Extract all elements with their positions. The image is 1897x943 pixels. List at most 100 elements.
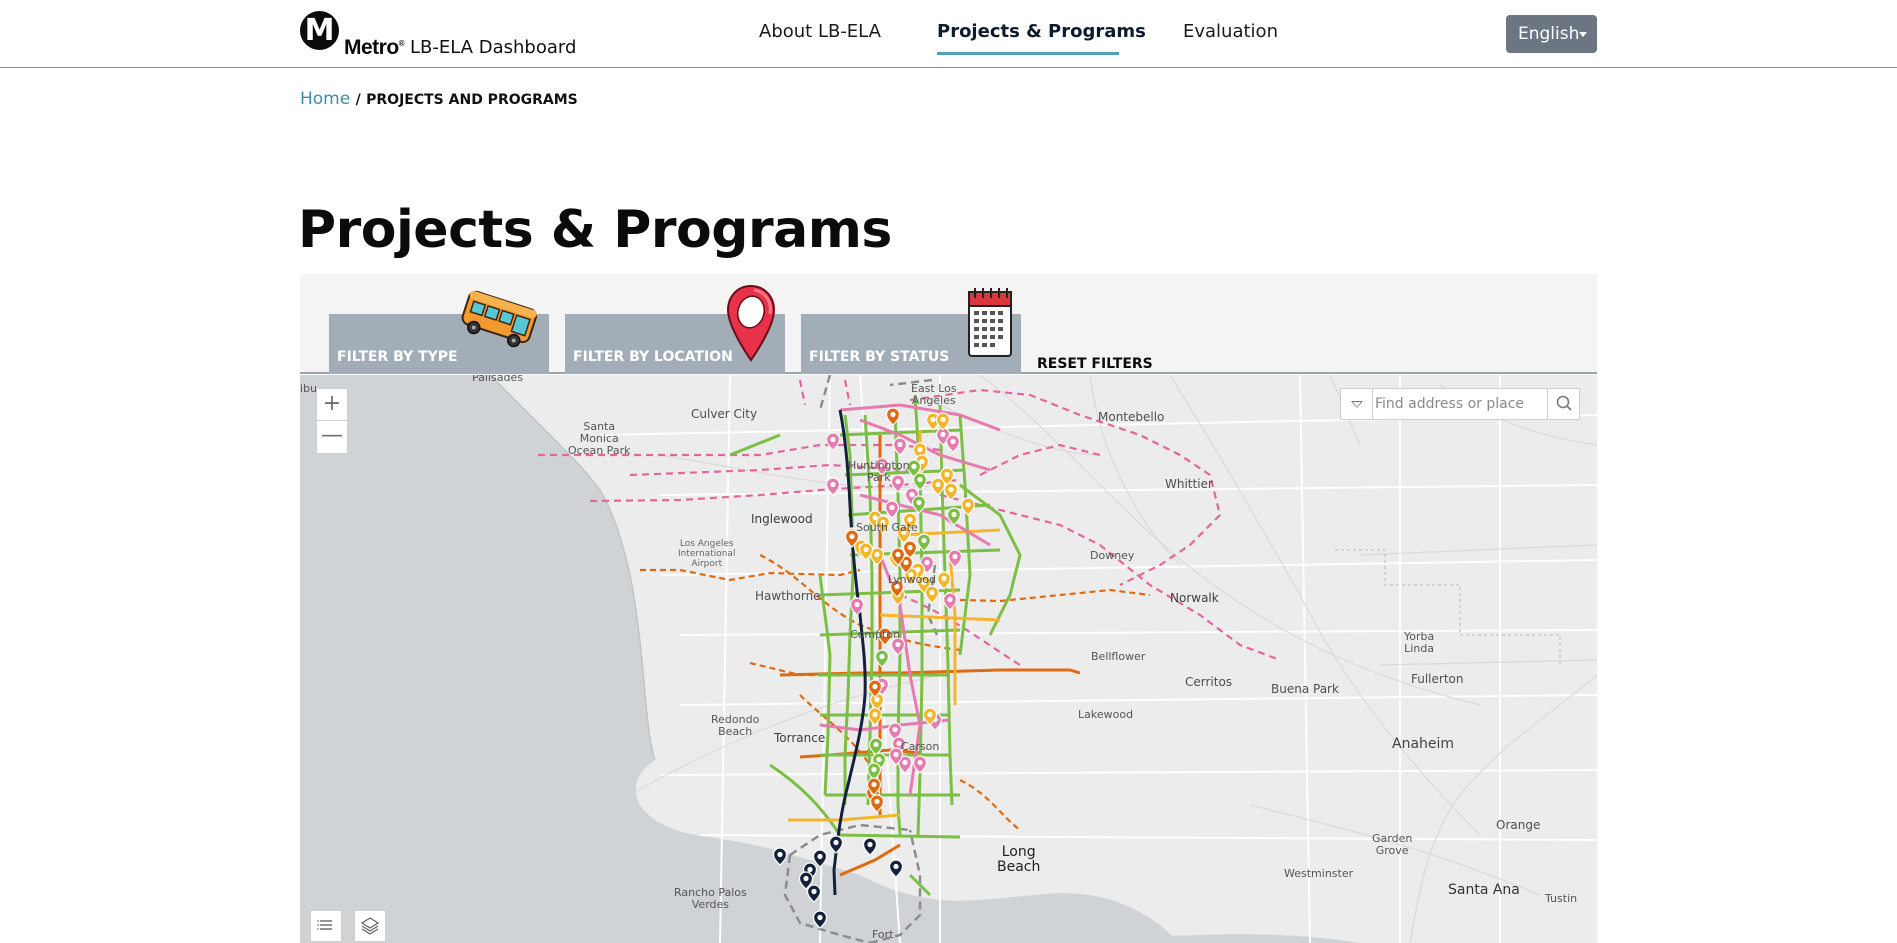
map-pin-icon bbox=[726, 284, 776, 362]
filter-by-status-tab[interactable]: FILTER BY STATUS bbox=[801, 288, 1021, 374]
breadcrumb-current: PROJECTS AND PROGRAMS bbox=[366, 92, 578, 108]
place-label: Santa Monica Ocean Park bbox=[568, 420, 631, 458]
project-marker-dot bbox=[817, 914, 823, 921]
nav-evaluation[interactable]: Evaluation bbox=[1183, 21, 1278, 42]
brand-word[interactable]: Metro® bbox=[344, 36, 405, 60]
project-marker-dot bbox=[940, 416, 946, 423]
nav-about[interactable]: About LB-ELA bbox=[759, 21, 881, 42]
breadcrumb-home-link[interactable]: Home bbox=[300, 89, 351, 109]
project-marker-dot bbox=[921, 579, 927, 586]
project-marker-dot bbox=[807, 866, 813, 873]
project-markers[interactable] bbox=[772, 407, 976, 929]
map-basemap[interactable] bbox=[300, 375, 1597, 943]
place-label: Norwalk bbox=[1170, 591, 1219, 605]
place-label: Buena Park bbox=[1271, 682, 1339, 696]
search-source-dropdown[interactable] bbox=[1341, 389, 1373, 419]
layers-button[interactable] bbox=[354, 910, 386, 942]
project-marker-dot bbox=[894, 583, 900, 590]
project-marker-dot bbox=[892, 726, 898, 733]
project-marker-dot bbox=[854, 601, 860, 608]
project-marker-dot bbox=[873, 741, 879, 748]
place-label: Hawthorne bbox=[755, 589, 821, 603]
trademark-icon: ® bbox=[398, 39, 405, 48]
calendar-icon bbox=[968, 288, 1012, 357]
project-marker-dot bbox=[830, 436, 836, 443]
place-label: Carson bbox=[901, 740, 940, 753]
project-marker-dot bbox=[874, 696, 880, 703]
project-marker-dot bbox=[908, 571, 914, 578]
search-input[interactable] bbox=[1375, 391, 1543, 417]
project-marker-dot bbox=[927, 711, 933, 718]
project-marker-dot bbox=[890, 411, 896, 418]
language-label: English bbox=[1518, 24, 1580, 44]
zoom-in-button[interactable]: + bbox=[317, 389, 347, 421]
language-dropdown-button[interactable]: English bbox=[1506, 15, 1597, 53]
zoom-out-button[interactable]: — bbox=[321, 423, 343, 448]
place-label: Lakewood bbox=[1078, 708, 1134, 721]
brand-word-text: Metro bbox=[344, 36, 399, 59]
project-marker-dot bbox=[889, 504, 895, 511]
project-marker-dot bbox=[830, 481, 836, 488]
reset-filters-link[interactable]: RESET FILTERS bbox=[1037, 356, 1153, 372]
place-label: Tustin bbox=[1545, 892, 1578, 905]
project-marker-dot bbox=[950, 438, 956, 445]
place-label: Bellflower bbox=[1091, 650, 1146, 663]
project-marker-dot bbox=[882, 631, 888, 638]
place-label: Whittier bbox=[1165, 477, 1213, 491]
place-label: East Los Angeles bbox=[911, 382, 957, 408]
nav-projects-programs[interactable]: Projects & Programs bbox=[937, 21, 1146, 42]
filter-by-location-tab[interactable]: FILTER BY LOCATION bbox=[565, 284, 785, 374]
project-marker-dot bbox=[867, 841, 873, 848]
breadcrumb: Home / PROJECTS AND PROGRAMS bbox=[300, 89, 578, 109]
project-marker-dot bbox=[902, 759, 908, 766]
project-marker-dot bbox=[951, 511, 957, 518]
bus-icon bbox=[461, 290, 538, 348]
caret-down-icon bbox=[1579, 32, 1587, 37]
place-label: Santa Ana bbox=[1448, 882, 1520, 898]
project-marker-dot bbox=[803, 875, 809, 882]
place-label: Culver City bbox=[691, 407, 758, 421]
project-marker-dot bbox=[879, 653, 885, 660]
project-marker-dot bbox=[901, 529, 907, 536]
place-label: Yorba Linda bbox=[1404, 630, 1435, 656]
legend-button[interactable] bbox=[310, 910, 342, 942]
place-label: Torrance bbox=[774, 731, 826, 745]
project-marker-dot bbox=[944, 471, 950, 478]
place-label: Lynwood bbox=[888, 573, 937, 586]
project-marker-dot bbox=[833, 839, 839, 846]
project-marker-dot bbox=[917, 476, 923, 483]
project-marker-dot bbox=[879, 461, 885, 468]
project-marker-dot bbox=[909, 491, 915, 498]
project-marker-dot bbox=[921, 537, 927, 544]
metro-logo-icon[interactable]: M bbox=[300, 11, 339, 50]
search-button[interactable] bbox=[1547, 389, 1579, 419]
project-marker-dot bbox=[965, 501, 971, 508]
projects-map[interactable]: Palisades ibu Santa Monica Ocean Park Cu… bbox=[300, 375, 1597, 943]
place-label: Palisades bbox=[472, 375, 523, 384]
place-label: Huntington Park bbox=[848, 459, 910, 485]
filter-by-type-tab[interactable]: FILTER BY TYPE bbox=[329, 290, 549, 374]
filter-bar: FILTER BY TYPE FILTER BY LOCATION bbox=[300, 274, 1597, 374]
project-marker-dot bbox=[777, 851, 783, 858]
place-label: Long Beach bbox=[997, 844, 1041, 876]
project-marker-dot bbox=[893, 751, 899, 758]
place-label: Los Angeles International Airport bbox=[678, 539, 736, 569]
place-label: Garden Grove bbox=[1372, 832, 1413, 858]
project-marker-dot bbox=[916, 499, 922, 506]
project-marker-dot bbox=[907, 516, 913, 523]
project-marker-dot bbox=[874, 551, 880, 558]
place-label: Rancho Palos Verdes bbox=[674, 886, 747, 912]
project-marker-dot bbox=[948, 486, 954, 493]
brand-title[interactable]: LB-ELA Dashboard bbox=[410, 37, 577, 58]
project-marker-dot bbox=[897, 441, 903, 448]
zoom-control: + — bbox=[316, 388, 348, 454]
project-marker-dot bbox=[895, 551, 901, 558]
place-label: Downey bbox=[1090, 549, 1135, 562]
place-label: Fort bbox=[872, 928, 894, 941]
project-marker-dot bbox=[929, 589, 935, 596]
project-marker-dot bbox=[930, 416, 936, 423]
project-marker-dot bbox=[917, 759, 923, 766]
list-icon bbox=[317, 920, 332, 930]
place-label: Orange bbox=[1496, 818, 1541, 832]
filter-by-location-label: FILTER BY LOCATION bbox=[573, 349, 733, 365]
